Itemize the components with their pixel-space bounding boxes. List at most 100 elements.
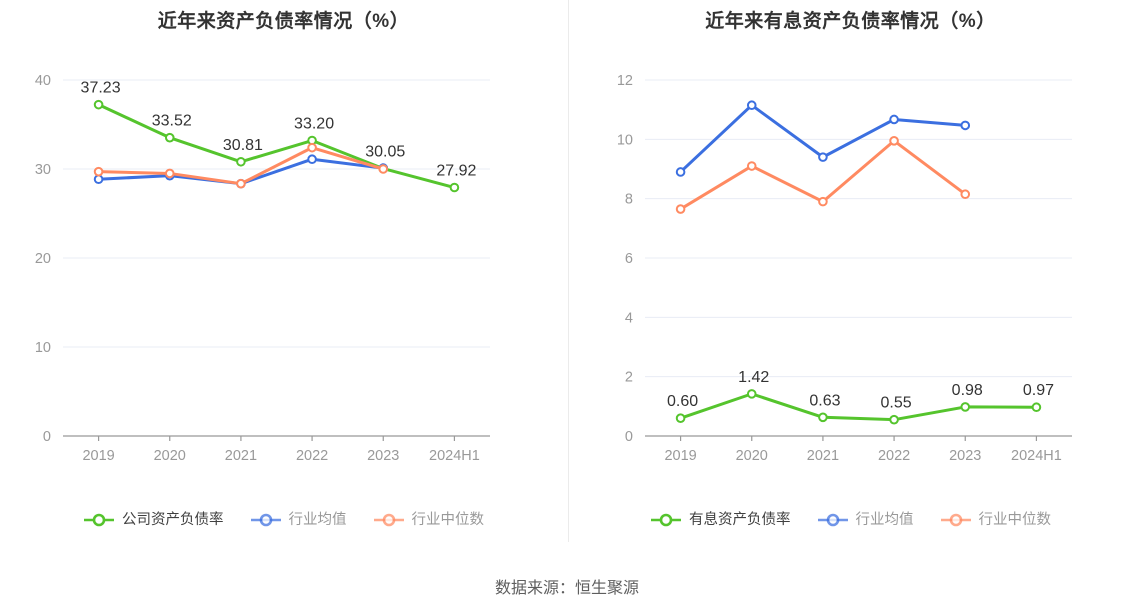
svg-text:8: 8 xyxy=(625,192,633,208)
industry-median-data-point xyxy=(889,136,899,146)
svg-text:2019: 2019 xyxy=(664,448,696,464)
svg-text:12: 12 xyxy=(617,73,633,89)
company-value-labels: 0.60 1.42 0.63 0.55 0.98 0.97 xyxy=(667,369,1054,412)
legend-item-industry-median[interactable]: 行业中位数 xyxy=(940,511,1052,528)
industry-mean-data-point xyxy=(889,114,899,125)
svg-text:30: 30 xyxy=(35,162,51,178)
svg-text:2021: 2021 xyxy=(807,448,839,464)
page-title: 近年来资产负债率情况（%） xyxy=(157,11,410,32)
company-data-point xyxy=(960,402,971,412)
industry-mean-line-series xyxy=(675,100,971,177)
company-value-labels: 37.23 33.52 30.81 33.20 30.05 27.92 xyxy=(81,80,477,180)
company-data-point xyxy=(164,132,175,143)
svg-text:0.97: 0.97 xyxy=(1023,382,1054,399)
company-data-point xyxy=(449,182,460,193)
legend-label: 行业均值 xyxy=(855,511,914,528)
svg-text:2020: 2020 xyxy=(154,448,186,464)
industry-mean-data-point xyxy=(746,100,757,111)
interest-debt-ratio-line-chart: 0 2 4 6 8 10 12 2019 2020 2021 2022 2023 2024H1 0.60 1… xyxy=(617,73,1072,464)
debt-ratio-chart-panel: 近年来资产负债率情况（%） 0 10 20 30 40 2019 2020 2021 2022 2… xyxy=(0,0,567,548)
company-legend-marker-icon xyxy=(651,513,681,527)
svg-text:0.55: 0.55 xyxy=(881,395,912,412)
svg-text:30.05: 30.05 xyxy=(365,144,405,161)
company-data-point xyxy=(818,412,828,423)
legend-label: 行业中位数 xyxy=(978,511,1052,528)
svg-text:10: 10 xyxy=(617,132,633,148)
industry-median-line-series xyxy=(93,142,389,189)
legend-item-company[interactable]: 公司资产负债率 xyxy=(83,513,224,528)
y-axis-labels: 0 10 20 30 40 xyxy=(35,73,51,445)
svg-text:0.60: 0.60 xyxy=(667,393,698,410)
svg-text:2020: 2020 xyxy=(736,448,768,464)
debt-ratio-line-chart: 0 10 20 30 40 2019 2020 2021 2022 2023 2024H1 37.23… xyxy=(35,73,490,464)
legend-label: 行业中位数 xyxy=(411,511,485,528)
svg-text:2019: 2019 xyxy=(82,448,114,464)
svg-text:2023: 2023 xyxy=(367,448,399,464)
svg-text:2023: 2023 xyxy=(949,448,981,464)
page-title: 近年来有息资产负债率情况（%） xyxy=(705,11,996,32)
company-data-point xyxy=(236,156,246,167)
chart-legend: 有息资产负债率 行业均值 行业中位数 xyxy=(567,506,1134,534)
industry-median-data-point xyxy=(307,142,317,153)
legend-label: 行业均值 xyxy=(288,511,347,528)
industry-mean-data-point xyxy=(818,152,828,162)
industry-median-line-series xyxy=(675,136,971,214)
company-legend-marker-icon xyxy=(84,513,114,527)
industry-mean-legend-marker-icon xyxy=(250,513,281,527)
svg-text:37.23: 37.23 xyxy=(81,80,121,97)
x-axis-labels: 2019 2020 2021 2022 2023 2024H1 xyxy=(664,436,1062,464)
svg-text:0.63: 0.63 xyxy=(809,392,840,409)
company-data-point xyxy=(675,413,686,424)
svg-text:2022: 2022 xyxy=(878,448,910,464)
industry-mean-data-point xyxy=(960,120,971,131)
legend-label: 有息资产负债率 xyxy=(689,511,791,528)
legend-item-industry-mean[interactable]: 行业均值 xyxy=(817,513,914,528)
gridlines xyxy=(63,79,490,348)
industry-median-data-point xyxy=(236,178,246,189)
svg-text:1.42: 1.42 xyxy=(738,369,769,386)
gridlines xyxy=(645,79,1072,378)
industry-median-legend-marker-icon xyxy=(940,513,971,527)
interest-debt-ratio-chart-panel: 近年来有息资产负债率情况（%） 0 2 4 6 8 10 12 2019 2020 2021 202… xyxy=(567,0,1134,548)
x-axis-labels: 2019 2020 2021 2022 2023 2024H1 xyxy=(82,436,480,464)
chart-legend: 公司资产负债率 行业均值 行业中位数 xyxy=(0,506,567,534)
svg-text:4: 4 xyxy=(625,310,633,326)
svg-text:0: 0 xyxy=(43,429,51,445)
industry-median-data-point xyxy=(675,204,686,214)
industry-mean-legend-marker-icon xyxy=(817,513,848,527)
panel-divider xyxy=(568,0,569,542)
company-data-point xyxy=(746,389,757,399)
svg-text:2021: 2021 xyxy=(225,448,257,464)
company-data-point xyxy=(889,414,899,425)
svg-text:2022: 2022 xyxy=(296,448,328,464)
svg-text:30.81: 30.81 xyxy=(223,137,263,154)
legend-item-industry-mean[interactable]: 行业均值 xyxy=(250,513,347,528)
svg-text:0.98: 0.98 xyxy=(952,382,983,399)
legend-label: 公司资产负债率 xyxy=(122,511,224,528)
data-source-note: 数据来源：恒生聚源 xyxy=(494,580,639,597)
company-data-point xyxy=(93,99,104,110)
industry-mean-data-point xyxy=(307,154,317,165)
industry-median-legend-marker-icon xyxy=(373,513,404,527)
company-data-point xyxy=(1031,402,1042,413)
legend-item-company[interactable]: 有息资产负债率 xyxy=(650,513,791,528)
industry-median-data-point xyxy=(93,166,104,177)
industry-median-data-point xyxy=(960,189,971,200)
industry-median-data-point xyxy=(746,161,757,171)
legend-item-industry-median[interactable]: 行业中位数 xyxy=(373,511,485,528)
svg-text:0: 0 xyxy=(625,429,633,445)
industry-mean-data-point xyxy=(93,174,104,185)
svg-text:2024H1: 2024H1 xyxy=(1011,448,1062,464)
company-line-series xyxy=(675,389,1042,425)
company-line-series xyxy=(93,99,460,193)
svg-text:20: 20 xyxy=(35,251,51,267)
svg-text:27.92: 27.92 xyxy=(436,163,476,180)
svg-text:33.20: 33.20 xyxy=(294,116,334,133)
industry-median-data-point xyxy=(378,164,389,174)
y-axis-labels: 0 2 4 6 8 10 12 xyxy=(617,73,633,445)
svg-text:33.52: 33.52 xyxy=(152,113,192,130)
industry-mean-data-point xyxy=(675,167,686,177)
svg-text:6: 6 xyxy=(625,251,633,267)
industry-median-data-point xyxy=(164,168,175,179)
